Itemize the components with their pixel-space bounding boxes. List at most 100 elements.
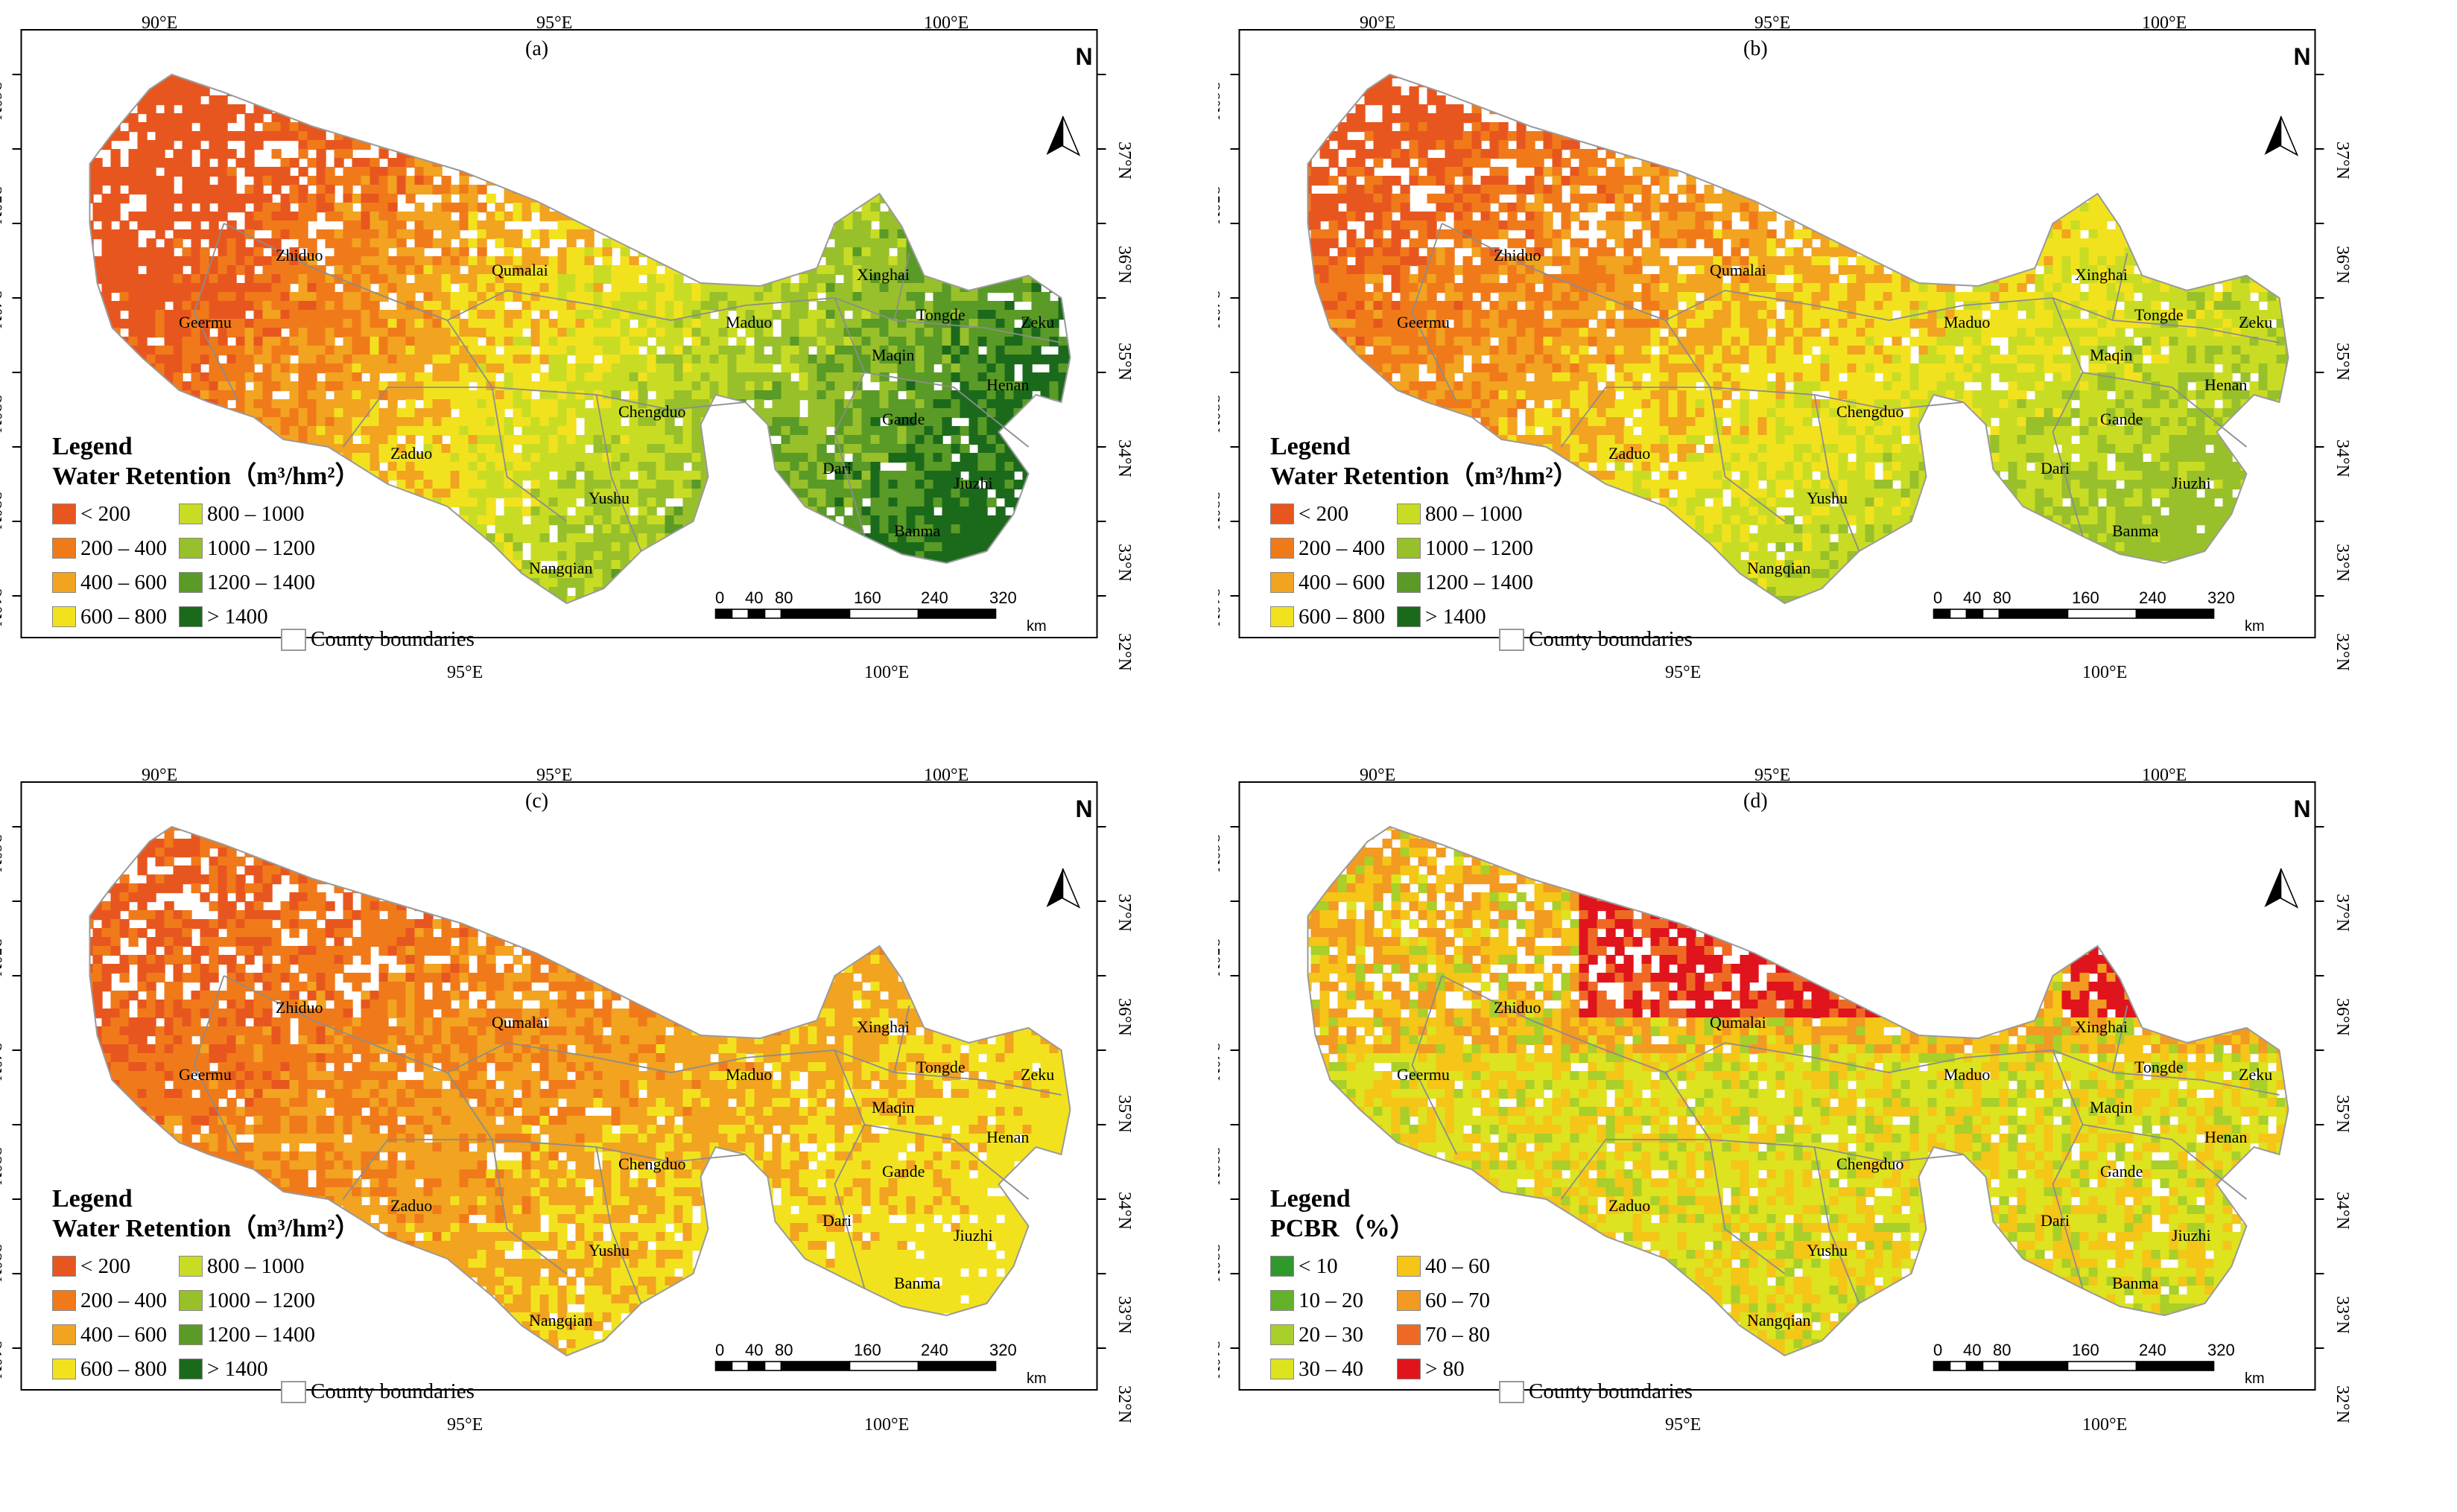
county-label: Yushu — [1807, 1241, 1848, 1260]
legend: Legend Water Retention（m³/hm²） < 200 800 – … — [52, 432, 536, 633]
legend-item-label: > 80 — [1425, 1357, 1465, 1382]
region-outline — [1307, 825, 2289, 1357]
county-label: Tongde — [2134, 305, 2184, 325]
county-label: Zhiduo — [276, 246, 323, 265]
legend-item-label: 1200 – 1400 — [1425, 571, 1533, 595]
legend-item: 400 – 600 — [52, 1318, 179, 1351]
county-label: Geermu — [179, 313, 232, 332]
county-label: Jiuzhi — [2172, 474, 2211, 493]
legend-swatch — [179, 606, 203, 627]
county-label: Chengduo — [618, 1154, 685, 1174]
scale-tick-label: 240 — [921, 588, 948, 608]
scale-bar: 0 40 80 160 240 320 km — [1933, 1341, 2276, 1387]
legend-swatch — [1270, 1324, 1294, 1345]
legend-swatch — [1270, 504, 1294, 524]
frame-ticks — [12, 826, 1106, 1349]
scale-tick-label: 40 — [745, 588, 763, 608]
legend-swatch — [52, 1290, 76, 1311]
county-label: Banma — [2112, 521, 2158, 541]
county-boundaries — [193, 223, 1062, 552]
county-label: Qumalai — [1710, 261, 1766, 280]
county-label: Jiuzhi — [2172, 1226, 2211, 1245]
legend-title: Legend — [1270, 432, 1754, 462]
county-label: Jiuzhi — [954, 474, 993, 493]
scale-tick-label: 0 — [1933, 1341, 1942, 1360]
legend-item-label: 1200 – 1400 — [207, 571, 315, 595]
legend-title: Legend — [1270, 1184, 1754, 1214]
scale-bar: 0 40 80 160 240 320 km — [1933, 588, 2276, 635]
map-panel-d: (d) N 0 40 80 160 240 320 km 90°E 95°E 100°E 95°E 100… — [1218, 752, 2385, 1445]
latitude-tick-left: 32°N — [1218, 492, 1223, 530]
county-label: Henan — [986, 1128, 1029, 1147]
county-label: Dari — [822, 459, 852, 478]
latitude-tick-right: 35°N — [2332, 343, 2352, 381]
county-label: Zaduo — [1608, 444, 1650, 463]
scale-tick-label: 80 — [1993, 1341, 2011, 1360]
scale-tick-label: 240 — [2139, 588, 2166, 608]
north-indicator: N — [1062, 795, 1106, 823]
county-boundaries-key: County boundaries — [1499, 1379, 1693, 1404]
scale-tick-label: 40 — [1963, 588, 1981, 608]
legend-item: 20 – 30 — [1270, 1318, 1397, 1351]
legend-item-label: 1000 – 1200 — [207, 536, 315, 561]
longitude-tick-bottom: 100°E — [864, 663, 909, 683]
county-label: Gande — [882, 1162, 925, 1181]
longitude-tick-top: 90°E — [1360, 766, 1395, 786]
latitude-tick-left: 33°N — [0, 1147, 4, 1185]
scale-tick-label: 80 — [775, 588, 793, 608]
legend: Legend Water Retention（m³/hm²） < 200 800 – … — [52, 1184, 536, 1385]
legend-item: 30 – 40 — [1270, 1353, 1397, 1385]
north-label: N — [2280, 795, 2324, 823]
legend-swatch — [52, 1256, 76, 1277]
legend-item: 200 – 400 — [1270, 532, 1397, 565]
legend-swatch — [1397, 1290, 1421, 1311]
region-outline — [1307, 73, 2289, 605]
legend-item-label: < 200 — [80, 1254, 130, 1279]
north-label: N — [1062, 43, 1106, 71]
county-label: Nangqian — [1747, 1311, 1811, 1330]
map-canvas — [1230, 781, 2324, 1391]
legend-swatch — [1397, 572, 1421, 593]
latitude-tick-left: 32°N — [0, 492, 4, 530]
latitude-tick-right: 32°N — [1114, 1385, 1134, 1423]
scale-tick-label: 80 — [775, 1341, 793, 1360]
scale-tick-label: 240 — [2139, 1341, 2166, 1360]
north-indicator: N — [2280, 43, 2324, 71]
county-label: Tongde — [916, 305, 966, 325]
latitude-tick-left: 34°N — [0, 1043, 4, 1081]
county-label: Zhiduo — [276, 998, 323, 1017]
county-label: Chengduo — [618, 402, 685, 422]
legend-item-label: < 200 — [80, 502, 130, 527]
legend-swatch — [1270, 1290, 1294, 1311]
legend-item: 1200 – 1400 — [179, 1318, 328, 1351]
legend-item-label: 20 – 30 — [1299, 1323, 1363, 1347]
legend-item: 40 – 60 — [1397, 1250, 1546, 1283]
latitude-tick-left: 33°N — [1218, 395, 1223, 433]
legend-swatch — [179, 1324, 203, 1345]
scale-unit: km — [1027, 1370, 1047, 1388]
scale-tick-label: 160 — [2072, 588, 2099, 608]
legend-swatch — [1397, 1324, 1421, 1345]
legend-item: 1000 – 1200 — [179, 532, 328, 565]
scale-tick-label: 160 — [2072, 1341, 2099, 1360]
north-arrow-icon — [1046, 868, 1063, 907]
county-label: Yushu — [589, 489, 630, 508]
longitude-tick-bottom: 95°E — [1665, 663, 1701, 683]
latitude-tick-left: 34°N — [1218, 290, 1223, 328]
panel-label: (b) — [1743, 37, 1768, 61]
north-label: N — [1062, 795, 1106, 823]
north-arrow-icon — [1046, 116, 1063, 155]
latitude-tick-left: 36°N — [0, 834, 4, 872]
legend-title: Legend — [52, 1184, 536, 1214]
legend-item-label: > 1400 — [1425, 605, 1486, 629]
legend-item: > 1400 — [179, 600, 328, 633]
latitude-tick-left: 34°N — [1218, 1043, 1223, 1081]
frame-ticks — [1230, 74, 2324, 597]
longitude-tick-top: 90°E — [1360, 13, 1395, 34]
county-label: Geermu — [1397, 313, 1450, 332]
latitude-tick-right: 33°N — [1114, 1296, 1134, 1334]
legend-item: 60 – 70 — [1397, 1284, 1546, 1317]
legend-swatch — [52, 606, 76, 627]
longitude-tick-top: 90°E — [142, 13, 177, 34]
county-label: Nangqian — [529, 559, 593, 578]
